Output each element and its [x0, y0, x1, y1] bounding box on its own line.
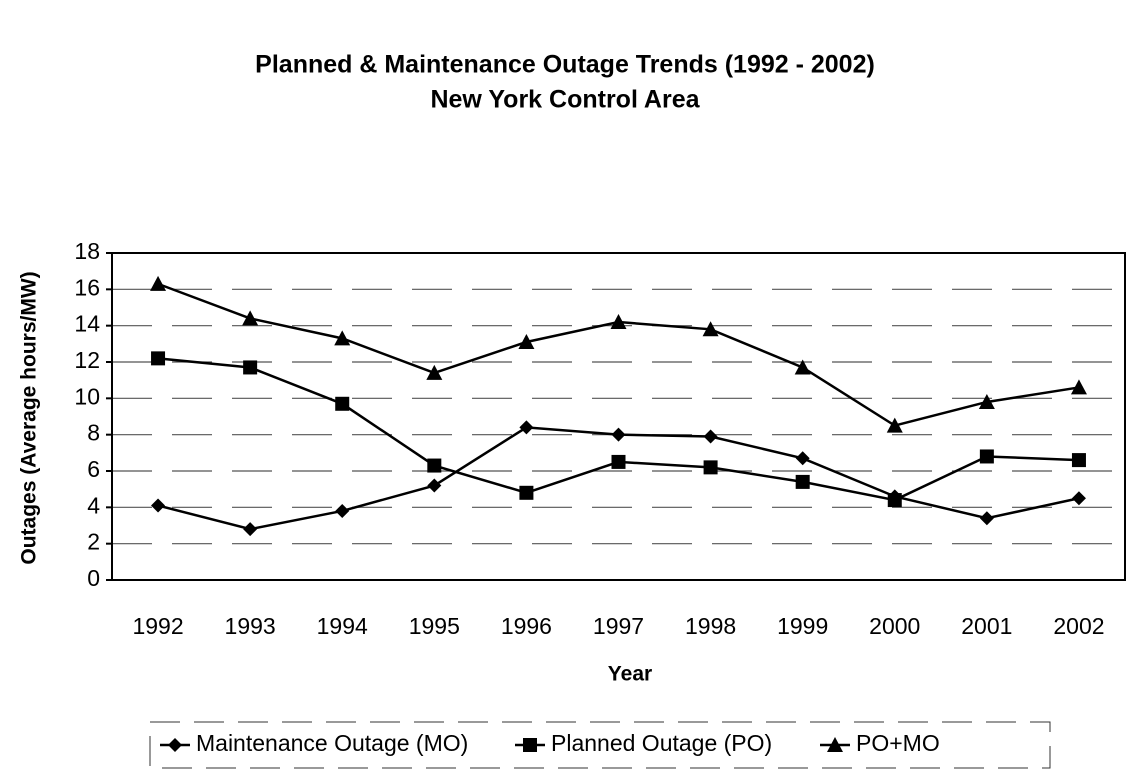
x-tick-label: 1992 [132, 613, 183, 639]
y-tick-label: 0 [87, 565, 100, 591]
marker [242, 310, 259, 326]
marker [979, 511, 994, 526]
legend-label: Maintenance Outage (MO) [196, 730, 468, 756]
x-tick-label: 2002 [1053, 613, 1104, 639]
x-tick-label: 1995 [409, 613, 460, 639]
x-tick-label: 1998 [685, 613, 736, 639]
legend-label: Planned Outage (PO) [551, 730, 772, 756]
marker [702, 321, 719, 337]
marker [979, 449, 994, 464]
marker [426, 364, 443, 380]
y-tick-label: 16 [74, 274, 100, 300]
x-tick-label: 2000 [869, 613, 920, 639]
y-tick-label: 10 [74, 383, 100, 409]
chart-subtitle: New York Control Area [430, 86, 700, 114]
marker [611, 454, 626, 469]
x-tick-label: 1999 [777, 613, 828, 639]
plot-area [111, 252, 1126, 581]
marker [1071, 453, 1086, 468]
marker [886, 417, 903, 433]
marker [335, 503, 350, 518]
legend-marker [168, 738, 182, 752]
marker [795, 451, 810, 466]
marker [1071, 491, 1086, 506]
x-tick-label: 1993 [225, 613, 276, 639]
y-tick-label: 2 [87, 529, 100, 555]
marker [794, 359, 811, 375]
y-tick-label: 4 [87, 492, 100, 518]
legend-box [149, 721, 1051, 769]
marker [427, 458, 442, 473]
marker [427, 478, 442, 493]
marker [243, 522, 258, 537]
marker [243, 360, 258, 375]
x-tick-label: 1996 [501, 613, 552, 639]
chart-title: Planned & Maintenance Outage Trends (199… [255, 51, 875, 79]
marker [1070, 379, 1087, 395]
legend-label: PO+MO [856, 730, 940, 756]
y-tick-label: 6 [87, 456, 100, 482]
marker [887, 493, 902, 508]
marker [611, 427, 626, 442]
marker [334, 330, 351, 346]
y-axis-title: Outages (Average hours/MW) [18, 271, 41, 564]
marker [703, 460, 718, 475]
marker [519, 420, 534, 435]
marker [519, 485, 534, 500]
marker [978, 393, 995, 409]
x-tick-label: 1997 [593, 613, 644, 639]
marker [518, 334, 535, 350]
marker [335, 396, 350, 411]
y-tick-label: 12 [74, 347, 100, 373]
marker [703, 429, 718, 444]
marker [795, 474, 810, 489]
legend-marker [827, 737, 843, 752]
series-line [157, 282, 1080, 427]
x-tick-label: 1994 [317, 613, 368, 639]
marker [610, 314, 627, 330]
y-tick-label: 18 [74, 238, 100, 264]
y-tick-label: 8 [87, 420, 100, 446]
x-tick-label: 2001 [961, 613, 1012, 639]
y-tick-label: 14 [74, 311, 100, 337]
marker [151, 351, 166, 366]
marker [151, 498, 166, 513]
marker [150, 275, 167, 291]
legend-marker [523, 738, 537, 752]
x-axis-title: Year [608, 663, 652, 686]
